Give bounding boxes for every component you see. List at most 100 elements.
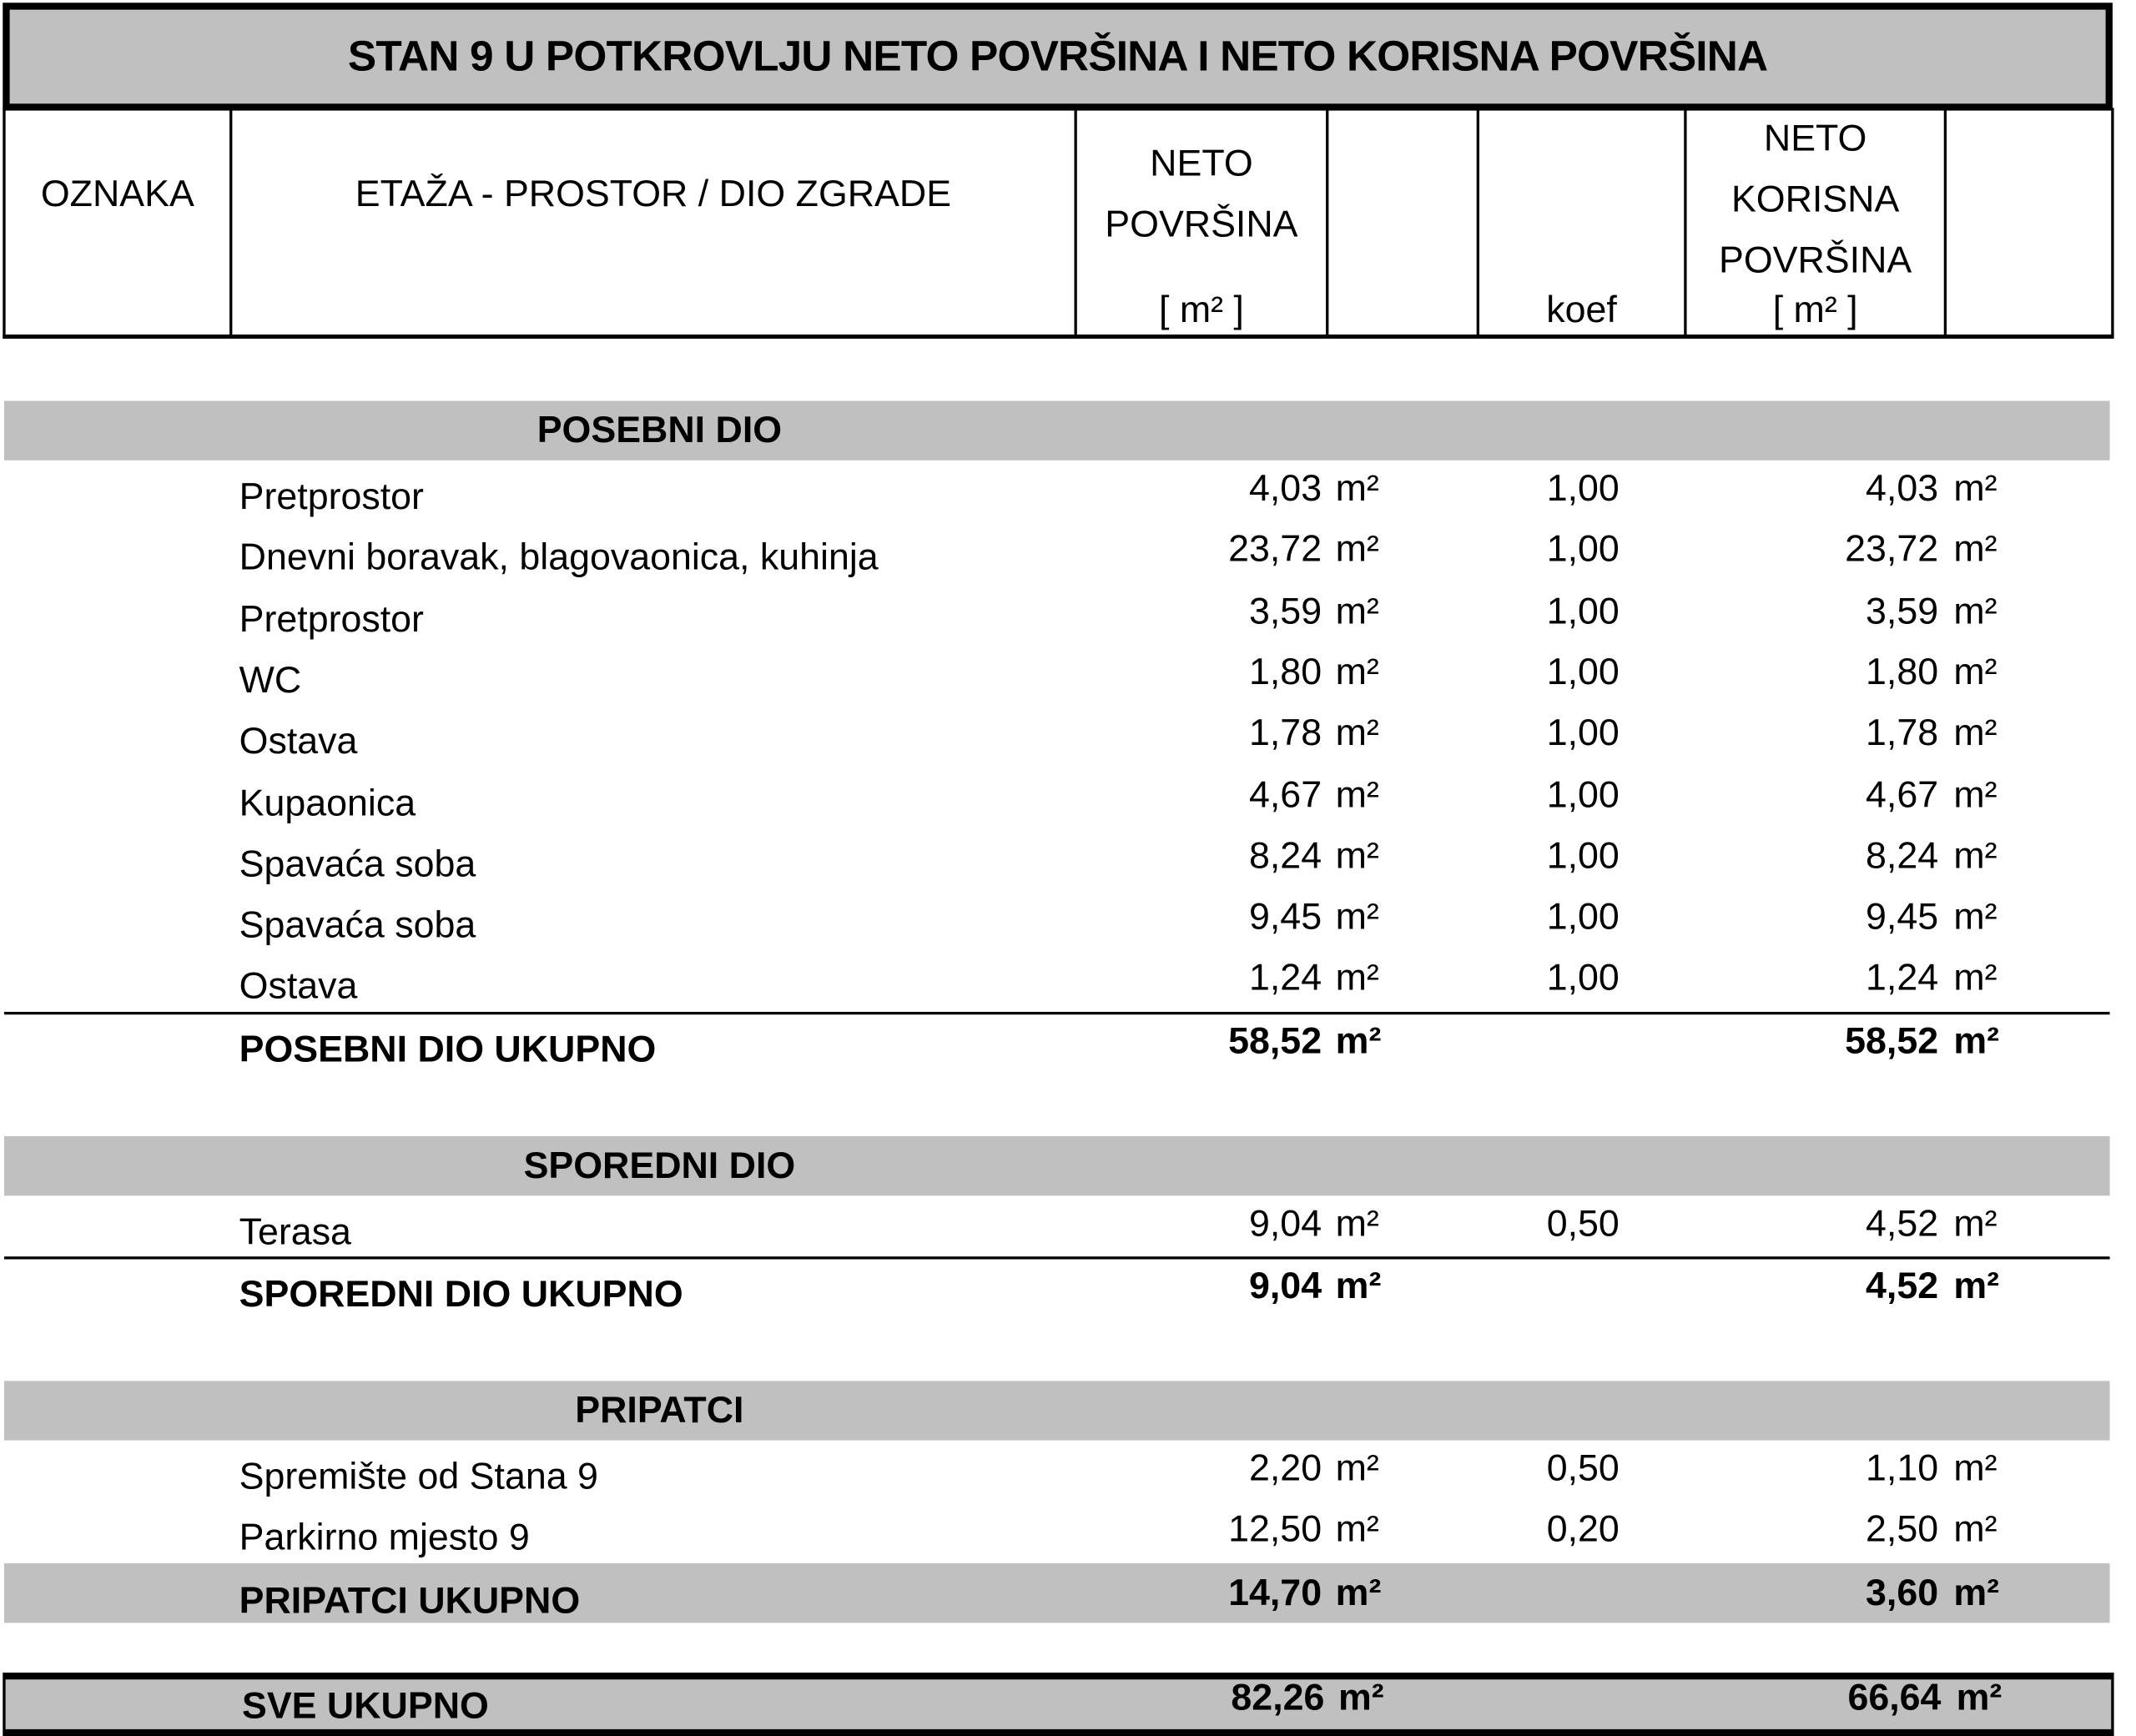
table-row: Dnevni boravak, blagovaonica, kuhinja 23,… — [4, 523, 2110, 584]
unit: m² — [1335, 773, 1379, 815]
unit: m² — [1335, 834, 1379, 877]
header-korisna-3: POVRŠINA — [1719, 239, 1912, 281]
unit: m² — [1335, 895, 1379, 938]
neto-value: 8,24 — [1248, 834, 1322, 877]
total-band — [3, 1562, 2110, 1623]
unit: m² — [1335, 1508, 1379, 1550]
unit: m² — [1953, 834, 1997, 877]
header-neto-1: NETO — [1150, 142, 1253, 184]
unit: m² — [1335, 589, 1379, 632]
koef-value: 0,50 — [1546, 1447, 1620, 1489]
room-name: Terasa — [239, 1210, 351, 1253]
korisna-value: 2,50 — [1866, 1508, 1939, 1550]
koef-value: 1,00 — [1546, 957, 1620, 999]
table-row: Kupaonica 4,67 m² 1,00 4,67 m² — [4, 767, 2110, 828]
total-label: POSEBNI DIO UKUPNO — [239, 1028, 657, 1070]
unit: m² — [1953, 467, 1997, 509]
header-neto-2: POVRŠINA — [1105, 203, 1298, 245]
korisna-value: 8,24 — [1866, 834, 1939, 877]
neto-value: 1,78 — [1248, 712, 1322, 754]
korisna-value: 1,80 — [1866, 651, 1939, 692]
unit: m² — [1953, 1571, 2000, 1613]
room-name: Spavaća soba — [239, 843, 476, 885]
header-korisna-2: KORISNA — [1730, 178, 1900, 220]
unit: m² — [1335, 467, 1379, 509]
unit: m² — [1335, 1202, 1379, 1245]
grand-total-korisna: 66,64 — [1847, 1676, 1942, 1718]
divider — [229, 108, 233, 335]
divider — [1074, 108, 1077, 335]
table-row: Spremište od Stana 9 2,20 m² 0,50 1,10 m² — [4, 1442, 2110, 1502]
header-neto-unit: [ m² ] — [1158, 289, 1244, 331]
room-name: Ostava — [239, 965, 358, 1007]
unit: m² — [1338, 1676, 1384, 1718]
neto-value: 2,20 — [1248, 1447, 1322, 1489]
neto-value: 1,24 — [1248, 957, 1322, 999]
room-name: Parkirno mjesto 9 — [239, 1517, 530, 1558]
koef-value: 1,00 — [1546, 712, 1620, 754]
koef-value: 1,00 — [1546, 589, 1620, 632]
unit: m² — [1953, 1019, 2000, 1062]
table-title: STAN 9 U POTKROVLJU NETO POVRŠINA I NETO… — [3, 3, 2113, 111]
koef-value: 1,00 — [1546, 773, 1620, 815]
room-name: Spavaća soba — [239, 903, 476, 946]
unit: m² — [1953, 589, 1997, 632]
header-koef: koef — [1546, 289, 1617, 331]
divider — [1943, 108, 1947, 335]
grand-total: SVE UKUPNO 82,26 m² 66,64 m² — [7, 1671, 2113, 1732]
unit: m² — [1953, 773, 1997, 815]
korisna-value: 4,67 — [1866, 773, 1939, 815]
divider — [1476, 108, 1479, 335]
koef-value: 0,20 — [1546, 1508, 1620, 1550]
korisna-value: 3,59 — [1866, 589, 1939, 632]
room-name: Pretprostor — [239, 476, 424, 517]
neto-value: 4,67 — [1248, 773, 1322, 815]
room-name: WC — [239, 659, 302, 701]
total-label: PRIPATCI UKUPNO — [239, 1579, 581, 1621]
section-title: PRIPATCI — [575, 1389, 744, 1431]
koef-value: 1,00 — [1546, 651, 1620, 692]
total-neto: 14,70 — [1228, 1571, 1322, 1613]
unit: m² — [1335, 957, 1379, 999]
koef-value: 1,00 — [1546, 528, 1620, 571]
unit: m² — [1335, 528, 1379, 571]
koef-value: 1,00 — [1546, 895, 1620, 938]
divider — [3, 1011, 2110, 1014]
total-neto: 9,04 — [1248, 1265, 1322, 1307]
unit: m² — [1335, 712, 1379, 754]
section-total-row: POSEBNI DIO UKUPNO 58,52 m² 58,52 m² — [4, 1014, 2110, 1075]
total-neto: 58,52 — [1228, 1019, 1322, 1062]
header-etaza: ETAŽA - PROSTOR / DIO ZGRADE — [355, 173, 952, 214]
header-oznaka: OZNAKA — [40, 173, 194, 214]
korisna-value: 4,03 — [1866, 467, 1939, 509]
divider — [3, 1256, 2110, 1260]
column-header: OZNAKA ETAŽA - PROSTOR / DIO ZGRADE NETO… — [3, 108, 2114, 339]
unit: m² — [1953, 712, 1997, 754]
korisna-value: 1,24 — [1866, 957, 1939, 999]
unit: m² — [1956, 1676, 2002, 1718]
section-band: PRIPATCI — [3, 1381, 2110, 1441]
unit: m² — [1953, 651, 1997, 692]
room-name: Dnevni boravak, blagovaonica, kuhinja — [239, 536, 879, 579]
table-row: Pretprostor 3,59 m² 1,00 3,59 m² — [4, 584, 2110, 645]
koef-value: 1,00 — [1546, 467, 1620, 509]
unit: m² — [1335, 1571, 1382, 1613]
section-band: POSEBNI DIO — [3, 400, 2110, 460]
section-title: POSEBNI DIO — [537, 409, 783, 451]
korisna-value: 1,78 — [1866, 712, 1939, 754]
korisna-value: 9,45 — [1866, 895, 1939, 938]
koef-value: 0,50 — [1546, 1202, 1620, 1245]
table-row: Parkirno mjesto 9 12,50 m² 0,20 2,50 m² — [4, 1503, 2110, 1564]
unit: m² — [1953, 1265, 2000, 1307]
room-name: Spremište od Stana 9 — [239, 1455, 598, 1497]
koef-value: 1,00 — [1546, 834, 1620, 877]
neto-value: 23,72 — [1228, 528, 1322, 571]
table-row: WC 1,80 m² 1,00 1,80 m² — [4, 646, 2110, 707]
unit: m² — [1335, 1265, 1382, 1307]
header-korisna-1: NETO — [1763, 117, 1867, 159]
table-row: Spavaća soba 9,45 m² 1,00 9,45 m² — [4, 890, 2110, 951]
total-korisna: 58,52 — [1845, 1019, 1939, 1062]
room-name: Kupaonica — [239, 782, 416, 823]
grand-total-neto: 82,26 — [1231, 1676, 1325, 1718]
